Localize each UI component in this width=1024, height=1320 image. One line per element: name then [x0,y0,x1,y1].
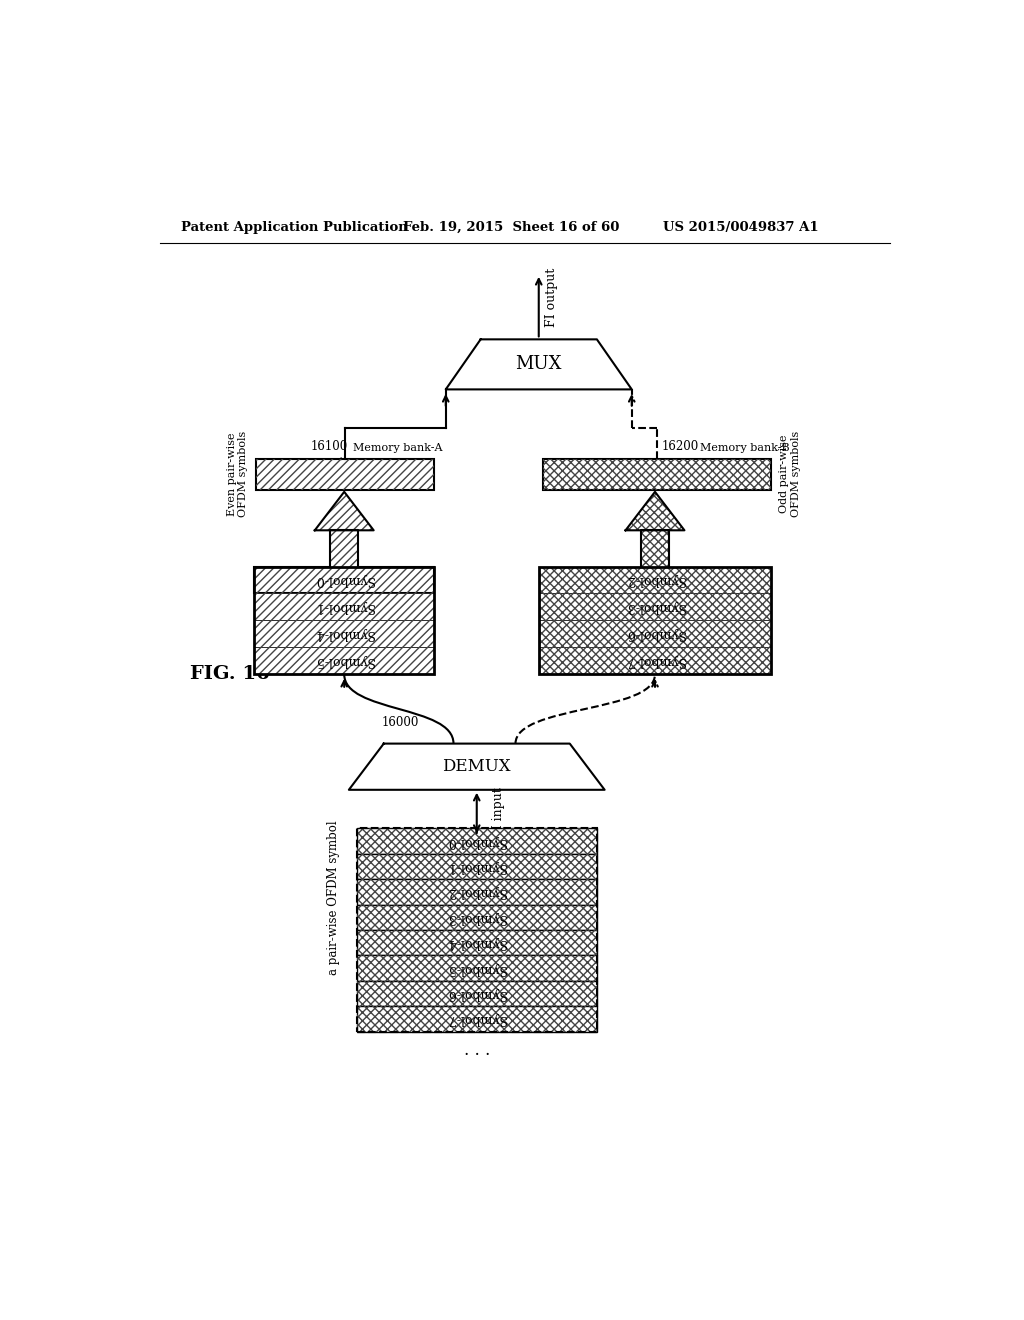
Bar [539,647,771,675]
Bar [356,981,597,1006]
Bar [539,594,771,620]
Text: Memory bank-A: Memory bank-A [352,442,442,453]
Text: Symbol-0: Symbol-0 [447,834,506,847]
Bar [356,829,597,854]
Text: Feb. 19, 2015  Sheet 16 of 60: Feb. 19, 2015 Sheet 16 of 60 [403,222,620,234]
Bar [254,566,434,675]
Text: Odd pair-wise
OFDM symbols: Odd pair-wise OFDM symbols [779,430,801,517]
Text: Memory bank-B: Memory bank-B [699,442,790,453]
Bar [539,566,771,594]
Bar [356,829,597,854]
Bar [356,1006,597,1032]
Bar [254,620,434,647]
Text: Symbol-1: Symbol-1 [314,601,374,614]
Text: DEMUX: DEMUX [442,758,511,775]
Text: . . .: . . . [464,1043,489,1060]
Bar [254,647,434,675]
Bar [331,531,358,566]
Bar [254,620,434,647]
Text: Symbol-2: Symbol-2 [447,886,506,899]
Text: US 2015/0049837 A1: US 2015/0049837 A1 [663,222,818,234]
Bar [356,929,597,956]
Bar [539,620,771,647]
Text: FI input: FI input [493,788,505,838]
Bar [356,1006,597,1032]
Text: Patent Application Publication: Patent Application Publication [180,222,408,234]
Polygon shape [314,492,374,531]
Text: Symbol-6: Symbol-6 [447,987,506,1001]
Bar [254,594,434,620]
Text: 16100: 16100 [311,440,348,453]
Bar [356,829,597,1032]
Text: Symbol-6: Symbol-6 [626,627,685,640]
Bar [356,956,597,981]
Bar [539,647,771,675]
Text: Even pair-wise
OFDM symbols: Even pair-wise OFDM symbols [226,430,248,517]
Bar [356,879,597,904]
Polygon shape [445,339,632,389]
Text: Symbol-4: Symbol-4 [314,627,374,640]
Bar [356,929,597,956]
Text: MUX: MUX [515,355,562,374]
Polygon shape [641,531,669,566]
Bar [356,854,597,879]
Text: FI output: FI output [545,268,558,326]
Bar [356,879,597,904]
Text: Symbol-7: Symbol-7 [447,1012,506,1026]
Text: Symbol-0: Symbol-0 [314,573,374,586]
Text: Symbol-1: Symbol-1 [447,859,506,873]
Text: 16200: 16200 [662,440,698,453]
Bar [254,566,434,594]
Bar [356,981,597,1006]
Bar [356,904,597,929]
Bar [641,531,669,566]
Bar [256,459,434,490]
Bar [254,566,434,594]
Bar [539,566,771,675]
Polygon shape [331,531,358,566]
Bar [543,459,771,490]
Bar [356,854,597,879]
Polygon shape [626,492,684,531]
Text: FIG. 16: FIG. 16 [190,665,269,684]
Polygon shape [349,743,604,789]
Bar [543,459,771,490]
Text: Symbol-5: Symbol-5 [447,961,506,974]
Bar [256,459,434,490]
Bar [254,594,434,620]
Text: Symbol-3: Symbol-3 [626,601,685,614]
Bar [539,566,771,594]
Text: Symbol-3: Symbol-3 [447,911,506,924]
Text: a pair-wise OFDM symbol: a pair-wise OFDM symbol [327,820,340,975]
Bar [539,594,771,620]
Text: Symbol-7: Symbol-7 [626,655,684,668]
Text: 16000: 16000 [381,715,419,729]
Bar [539,620,771,647]
Bar [254,647,434,675]
Bar [356,956,597,981]
Text: Symbol-4: Symbol-4 [447,936,506,949]
Bar [356,904,597,929]
Text: Symbol-5: Symbol-5 [314,655,374,668]
Text: Symbol-2: Symbol-2 [626,573,684,586]
